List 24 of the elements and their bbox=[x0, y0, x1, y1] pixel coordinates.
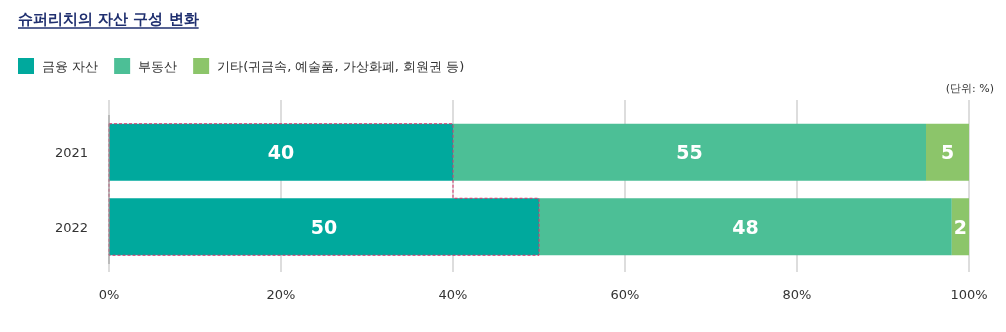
title: 슈퍼리치의 자산 구성 변화 bbox=[18, 10, 199, 28]
x-tick-label: 20% bbox=[266, 287, 296, 302]
bar bbox=[453, 123, 926, 181]
bar bbox=[539, 198, 952, 256]
data-label: 5 bbox=[940, 141, 955, 164]
bar bbox=[109, 198, 539, 256]
data-label: 50 bbox=[310, 215, 338, 238]
data-label: 40 bbox=[267, 141, 295, 164]
x-tick-label: 80% bbox=[782, 287, 812, 302]
annotation: (단위: %) bbox=[945, 82, 994, 95]
data-label: 48 bbox=[732, 215, 759, 238]
x-tick-label: 60% bbox=[610, 287, 640, 302]
x-tick-label: 0% bbox=[98, 287, 120, 302]
y-tick-label: 2022 bbox=[54, 219, 88, 235]
legend-label: 부동산 bbox=[138, 59, 178, 74]
data-label: 55 bbox=[676, 141, 703, 164]
y-tick-label: 2021 bbox=[54, 145, 88, 161]
legend-label: 금융 자산 bbox=[42, 59, 99, 74]
x-tick-label: 100% bbox=[950, 287, 988, 302]
bar bbox=[109, 123, 453, 181]
data-label: 2 bbox=[953, 215, 968, 238]
legend-label: 기타(귀금속, 예술품, 가상화폐, 회원권 등) bbox=[217, 59, 465, 74]
bar bbox=[926, 123, 969, 181]
x-tick-label: 40% bbox=[438, 287, 468, 302]
